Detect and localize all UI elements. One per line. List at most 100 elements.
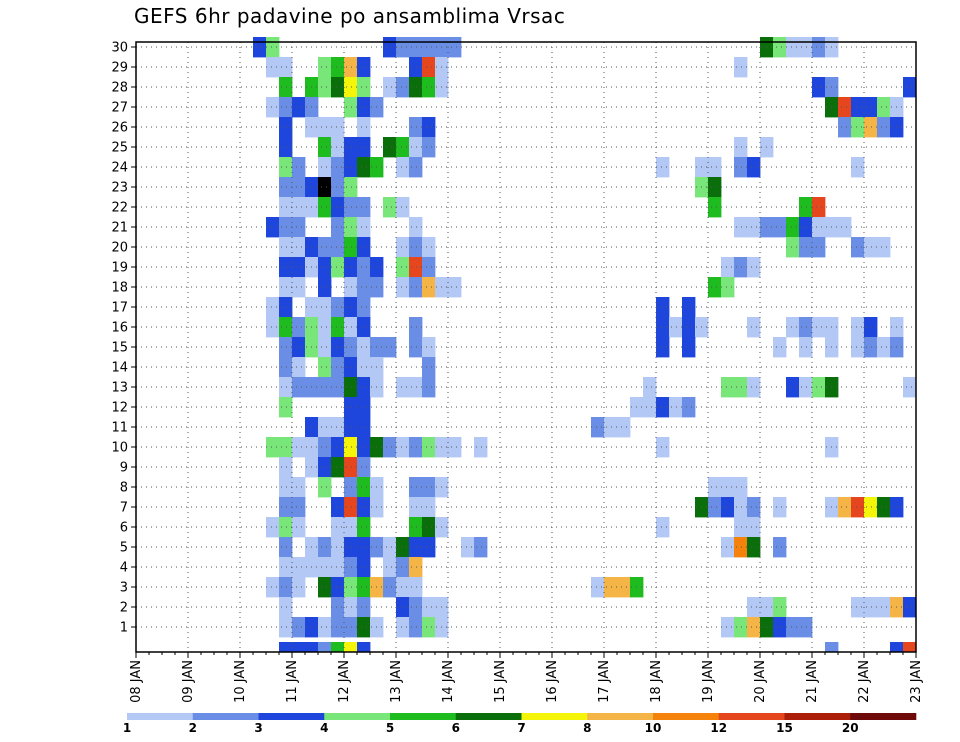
heatmap-cell bbox=[292, 517, 306, 538]
heatmap-cell bbox=[344, 237, 358, 258]
heatmap-cell bbox=[747, 617, 761, 638]
heatmap-cell bbox=[734, 537, 748, 558]
heatmap-cell bbox=[708, 197, 722, 218]
heatmap-cell bbox=[669, 397, 683, 418]
heatmap-cell bbox=[734, 497, 748, 518]
heatmap-cell bbox=[279, 177, 293, 198]
heatmap-cell bbox=[292, 497, 306, 518]
heatmap-cell bbox=[331, 377, 345, 398]
legend-label: 8 bbox=[583, 721, 591, 735]
heatmap-cell bbox=[721, 257, 735, 278]
heatmap-cell bbox=[409, 117, 423, 138]
heatmap-cell bbox=[422, 517, 436, 538]
heatmap-cell bbox=[331, 517, 345, 538]
heatmap-cell bbox=[396, 537, 410, 558]
heatmap-cell bbox=[331, 177, 345, 198]
y-tick-label: 8 bbox=[120, 481, 128, 496]
heatmap-cell bbox=[851, 497, 865, 518]
heatmap-cell bbox=[331, 237, 345, 258]
heatmap-cell bbox=[773, 597, 787, 618]
heatmap-cell bbox=[617, 577, 631, 598]
heatmap-cell bbox=[279, 237, 293, 258]
heatmap-cell bbox=[799, 617, 813, 638]
heatmap-cell bbox=[318, 57, 332, 78]
heatmap-cell bbox=[279, 217, 293, 238]
heatmap-cell bbox=[331, 417, 345, 438]
heatmap-cell bbox=[409, 217, 423, 238]
legend-swatch bbox=[192, 713, 259, 720]
heatmap-cell bbox=[409, 277, 423, 298]
heatmap-cell bbox=[773, 217, 787, 238]
heatmap-cell bbox=[721, 497, 735, 518]
heatmap-cell bbox=[851, 157, 865, 178]
y-tick-label: 1 bbox=[120, 621, 128, 636]
heatmap-cell bbox=[279, 617, 293, 638]
heatmap-cell bbox=[721, 617, 735, 638]
heatmap-cell bbox=[604, 577, 618, 598]
heatmap-cell bbox=[344, 457, 358, 478]
y-tick-label: 10 bbox=[111, 441, 128, 456]
heatmap-cell bbox=[292, 177, 306, 198]
heatmap-cell bbox=[409, 477, 423, 498]
heatmap-cell bbox=[331, 157, 345, 178]
heatmap-cell bbox=[344, 357, 358, 378]
heatmap-cell bbox=[838, 497, 852, 518]
heatmap-cell bbox=[851, 597, 865, 618]
heatmap-cell bbox=[877, 597, 891, 618]
y-tick-label: 12 bbox=[111, 401, 128, 416]
heatmap-cell bbox=[422, 617, 436, 638]
heatmap-cell bbox=[422, 497, 436, 518]
heatmap-cell bbox=[357, 577, 371, 598]
heatmap-cell bbox=[344, 217, 358, 238]
heatmap-cell bbox=[396, 377, 410, 398]
x-tick-label: 22 JAN bbox=[857, 660, 872, 703]
y-tick-label: 6 bbox=[120, 521, 128, 536]
heatmap-cell bbox=[409, 157, 423, 178]
heatmap-cell bbox=[838, 117, 852, 138]
legend-label: 4 bbox=[320, 721, 328, 735]
heatmap-cell bbox=[357, 457, 371, 478]
heatmap-cell bbox=[344, 557, 358, 578]
heatmap-cell bbox=[292, 477, 306, 498]
heatmap-cell bbox=[279, 397, 293, 418]
y-tick-label: 3 bbox=[120, 581, 128, 596]
heatmap-cell bbox=[799, 197, 813, 218]
heatmap-cell bbox=[747, 497, 761, 518]
legend-label: 1 bbox=[123, 721, 131, 735]
heatmap-cell bbox=[344, 437, 358, 458]
heatmap-cell bbox=[877, 237, 891, 258]
heatmap-cell bbox=[344, 337, 358, 358]
y-tick-label: 17 bbox=[111, 301, 128, 316]
legend-swatch bbox=[784, 713, 851, 720]
heatmap-cell bbox=[721, 477, 735, 498]
x-tick-label: 15 JAN bbox=[493, 660, 508, 703]
y-tick-label: 4 bbox=[120, 561, 128, 576]
heatmap-cell bbox=[344, 277, 358, 298]
heatmap-cell bbox=[422, 437, 436, 458]
heatmap-cell bbox=[656, 437, 670, 458]
y-tick-label: 14 bbox=[111, 361, 128, 376]
y-tick-label: 30 bbox=[111, 41, 128, 56]
y-tick-label: 7 bbox=[120, 501, 128, 516]
heatmap-cell bbox=[331, 597, 345, 618]
heatmap-cell bbox=[279, 577, 293, 598]
heatmap-cell bbox=[292, 377, 306, 398]
heatmap-cell bbox=[422, 597, 436, 618]
y-tick-label: 9 bbox=[120, 461, 128, 476]
heatmap-cell bbox=[331, 57, 345, 78]
y-tick-label: 25 bbox=[111, 141, 128, 156]
heatmap-cell bbox=[812, 317, 826, 338]
heatmap-cell bbox=[344, 497, 358, 518]
heatmap-cell bbox=[396, 77, 410, 98]
heatmap-cell bbox=[357, 477, 371, 498]
heatmap-cell bbox=[422, 117, 436, 138]
heatmap-cell bbox=[344, 297, 358, 318]
heatmap-cell bbox=[318, 357, 332, 378]
heatmap-cell bbox=[331, 137, 345, 158]
heatmap-cell bbox=[474, 537, 488, 558]
y-tick-label: 21 bbox=[111, 221, 128, 236]
heatmap-cell bbox=[773, 617, 787, 638]
x-tick-label: 17 JAN bbox=[597, 660, 612, 703]
heatmap-cell bbox=[812, 37, 826, 58]
heatmap-cell bbox=[604, 417, 618, 438]
